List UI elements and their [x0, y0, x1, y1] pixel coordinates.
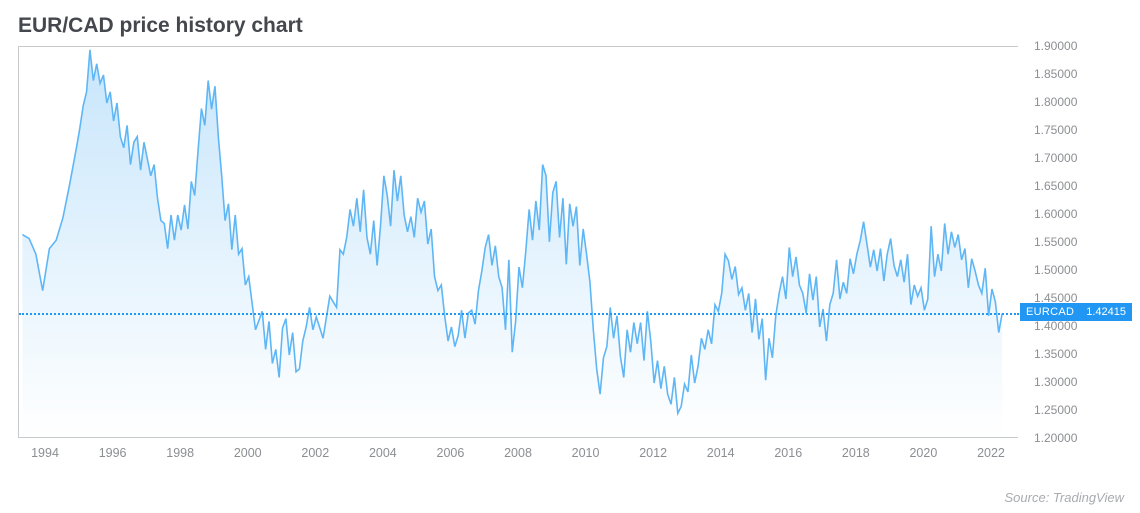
plot-area: [18, 46, 1018, 438]
x-tick-label: 2020: [909, 446, 937, 460]
x-tick-label: 2012: [639, 446, 667, 460]
current-price-badge: EURCAD 1.42415: [1020, 303, 1132, 321]
source-attribution: Source: TradingView: [1005, 490, 1124, 505]
x-tick-label: 2004: [369, 446, 397, 460]
current-price-line: [19, 313, 1019, 315]
y-tick-label: 1.85000: [1034, 67, 1077, 81]
x-tick-label: 2016: [774, 446, 802, 460]
x-axis: 1994 1996 1998 2000 2002 2004 2006 2008 2010 2012…: [18, 442, 1018, 466]
chart-area: 1.900001.850001.800001.750001.700001.650…: [18, 46, 1118, 464]
y-tick-label: 1.35000: [1034, 347, 1077, 361]
y-tick-label: 1.25000: [1034, 403, 1077, 417]
x-tick-label: 2006: [437, 446, 465, 460]
y-axis: 1.900001.850001.800001.750001.700001.650…: [1020, 46, 1120, 438]
x-tick-label: 2014: [707, 446, 735, 460]
y-tick-label: 1.80000: [1034, 95, 1077, 109]
y-tick-label: 1.65000: [1034, 179, 1077, 193]
x-tick-label: 2000: [234, 446, 262, 460]
y-tick-label: 1.70000: [1034, 151, 1077, 165]
x-tick-label: 1994: [31, 446, 59, 460]
x-tick-label: 2022: [977, 446, 1005, 460]
y-tick-label: 1.30000: [1034, 375, 1077, 389]
y-tick-label: 1.50000: [1034, 263, 1077, 277]
y-tick-label: 1.90000: [1034, 39, 1077, 53]
x-tick-label: 1996: [99, 446, 127, 460]
price-line-svg: [19, 47, 1019, 439]
x-tick-label: 2008: [504, 446, 532, 460]
x-tick-label: 2010: [572, 446, 600, 460]
x-tick-label: 2018: [842, 446, 870, 460]
chart-title: EUR/CAD price history chart: [18, 14, 1130, 38]
x-tick-label: 2002: [301, 446, 329, 460]
x-tick-label: 1998: [166, 446, 194, 460]
current-symbol: EURCAD: [1026, 306, 1074, 318]
y-tick-label: 1.60000: [1034, 207, 1077, 221]
y-tick-label: 1.55000: [1034, 235, 1077, 249]
y-tick-label: 1.20000: [1034, 431, 1077, 445]
current-value: 1.42415: [1086, 306, 1126, 318]
area-fill: [22, 50, 1002, 439]
y-tick-label: 1.75000: [1034, 123, 1077, 137]
